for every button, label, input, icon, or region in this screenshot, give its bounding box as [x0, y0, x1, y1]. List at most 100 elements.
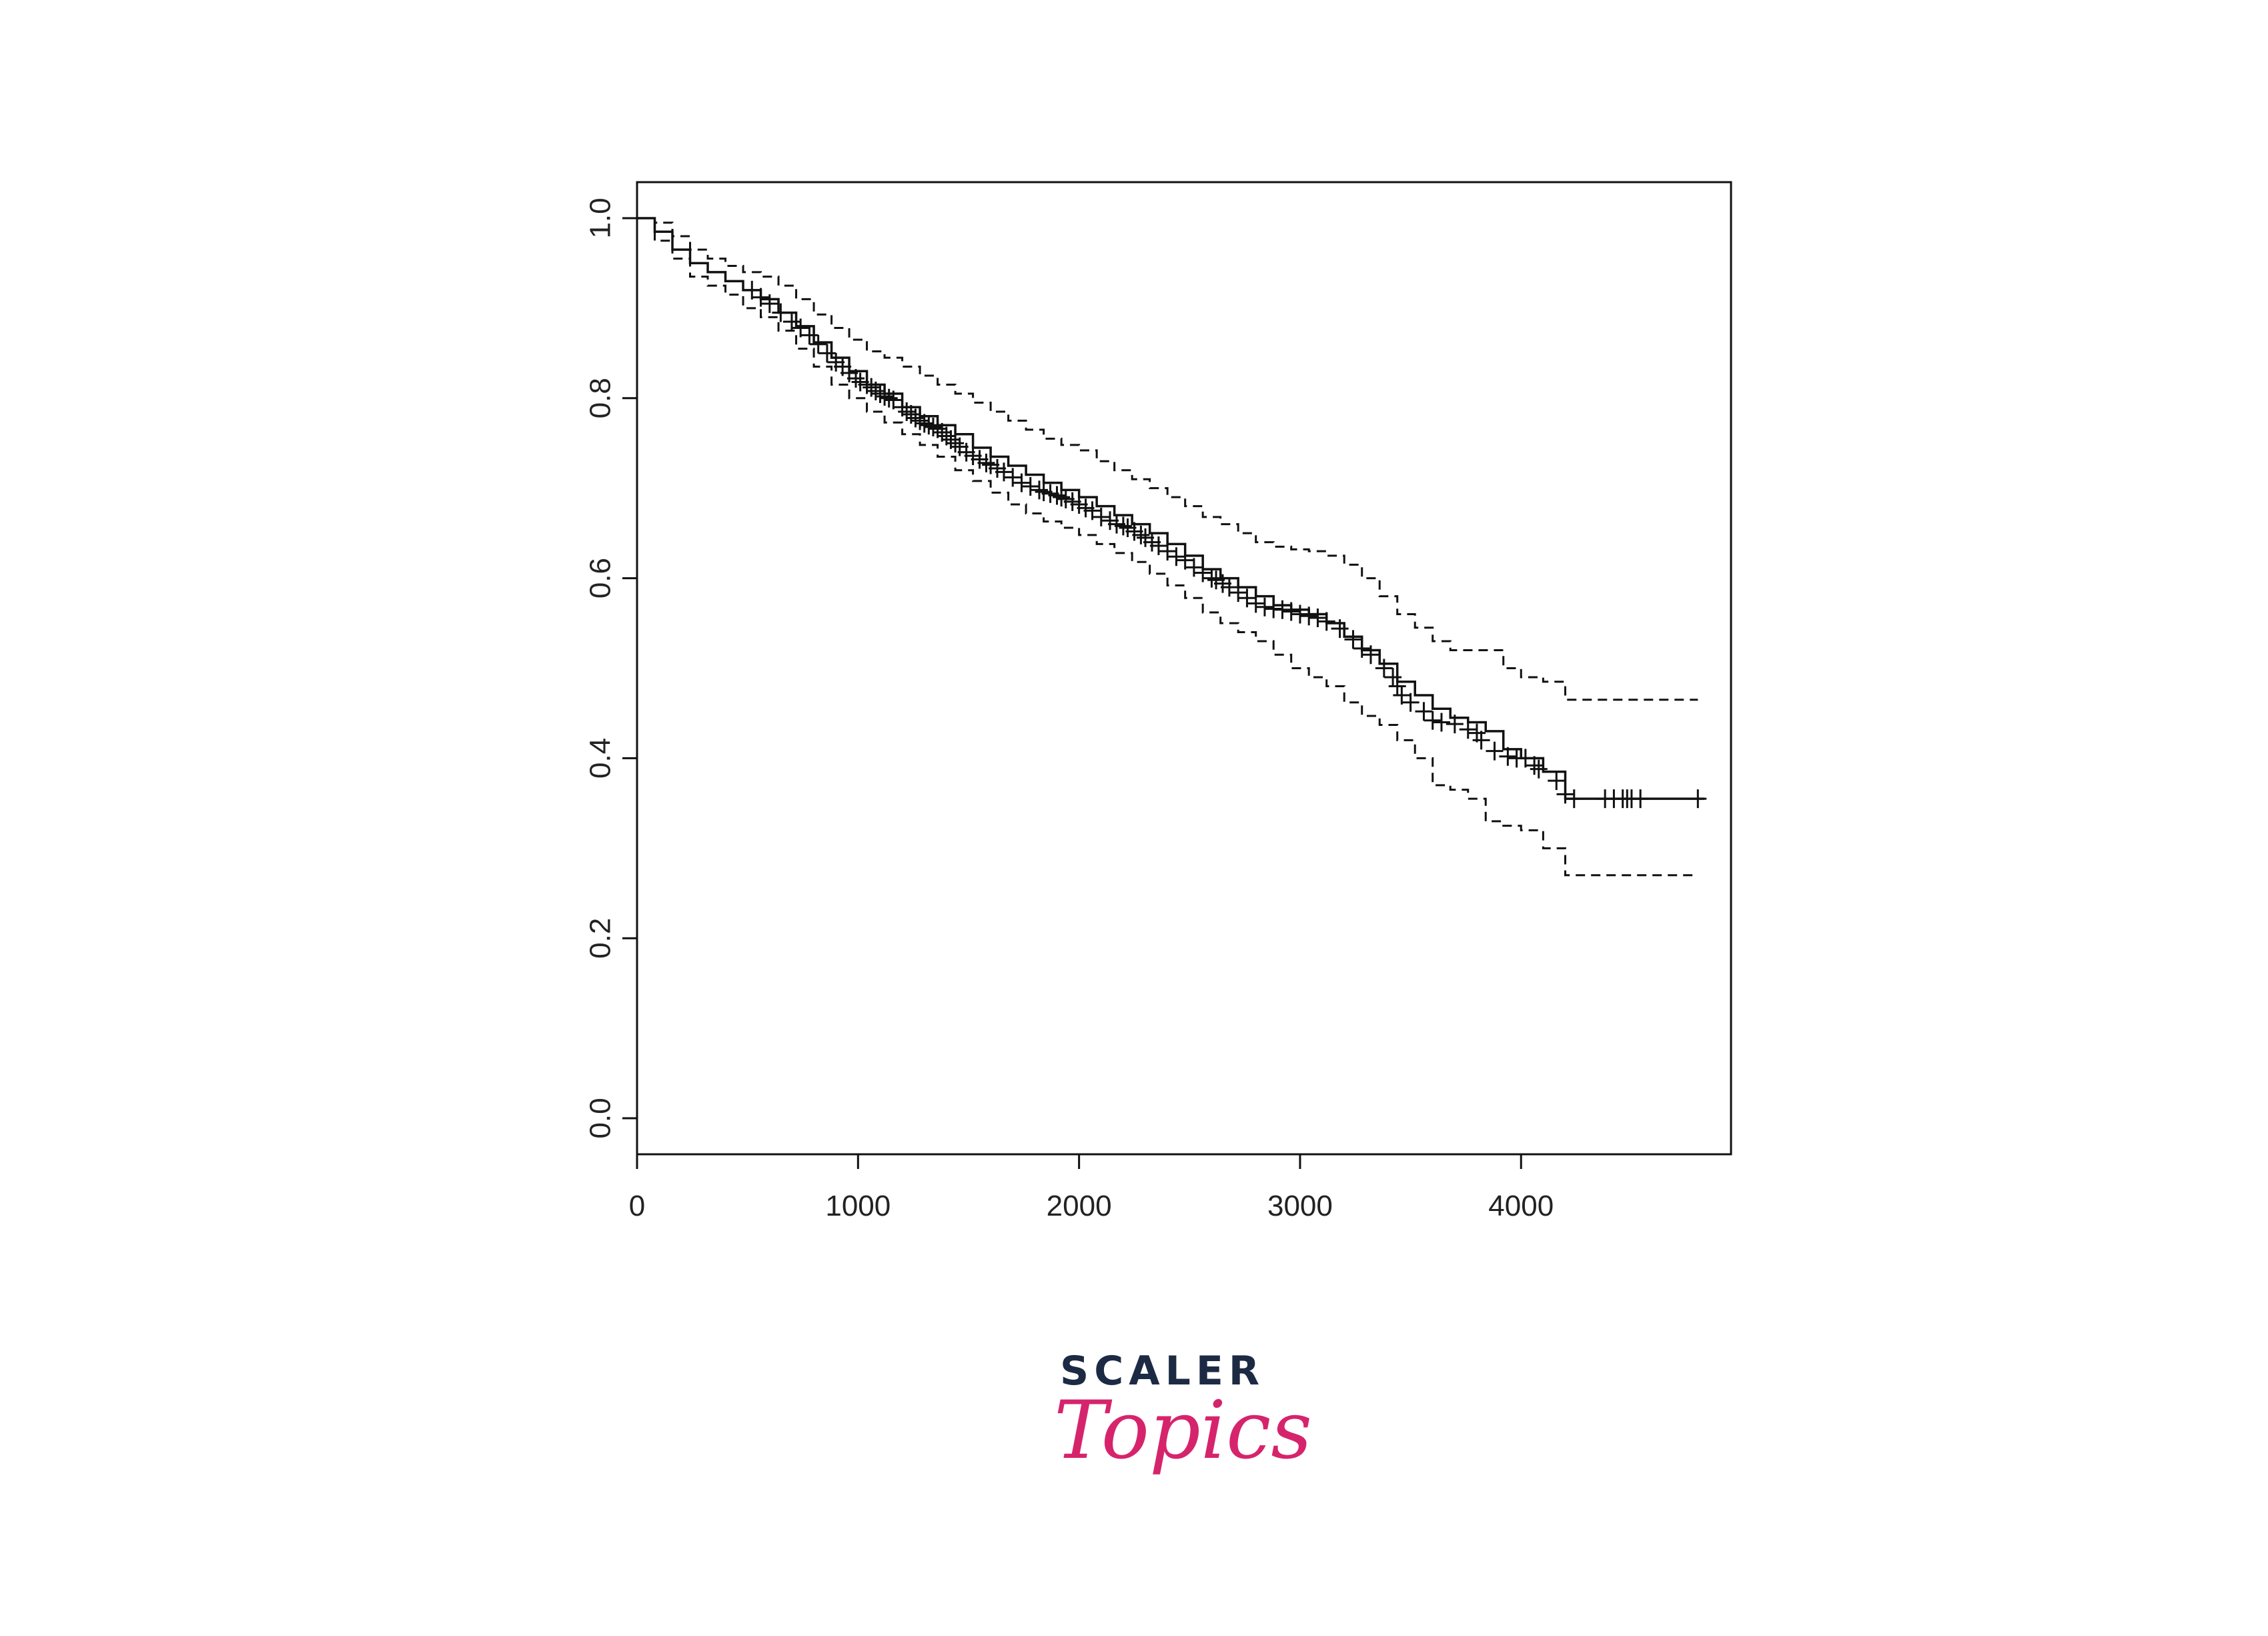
y-tick-label: 0.8: [584, 378, 617, 418]
censor-mark: [920, 416, 938, 435]
censor-mark: [1220, 578, 1238, 597]
censor-mark: [1194, 563, 1212, 582]
censor-mark: [1499, 747, 1517, 766]
censor-mark: [1149, 536, 1167, 556]
censor-mark: [1344, 630, 1362, 649]
censor-mark: [847, 369, 865, 388]
censor-mark: [743, 280, 761, 300]
censor-mark: [858, 375, 876, 394]
censor-mark: [1472, 731, 1490, 750]
censor-mark: [1092, 507, 1110, 526]
censor-mark: [893, 398, 911, 417]
censor-mark: [995, 462, 1013, 482]
censor-mark: [782, 312, 800, 332]
censor-mark: [1167, 547, 1185, 566]
censor-mark: [800, 326, 818, 345]
censor-mark: [1516, 749, 1534, 768]
censor-mark: [937, 426, 955, 446]
censor-mark: [1424, 711, 1442, 730]
censor-mark: [809, 334, 827, 354]
censor-mark: [1229, 583, 1247, 602]
censor-mark: [880, 388, 898, 408]
censor-mark: [760, 294, 778, 314]
y-tick-label: 0.2: [584, 918, 617, 959]
censor-mark: [1353, 639, 1371, 658]
censor-mark: [1632, 789, 1650, 809]
censor-mark: [792, 318, 810, 338]
x-tick-label: 2000: [1047, 1190, 1112, 1222]
censor-mark: [818, 344, 836, 363]
censor-mark: [1415, 702, 1433, 721]
y-tick-label: 0.6: [584, 558, 617, 598]
censor-mark: [1401, 693, 1420, 712]
censor-mark: [1393, 685, 1411, 705]
x-tick-label: 0: [629, 1190, 645, 1222]
censor-mark: [1203, 568, 1221, 588]
censor-mark: [1021, 476, 1039, 496]
y-tick-label: 0.4: [584, 738, 617, 779]
censor-mark: [1048, 486, 1066, 505]
series-survival-line: [637, 217, 1705, 800]
x-tick-label: 3000: [1267, 1190, 1333, 1222]
censor-mark: [1689, 789, 1707, 809]
censor-mark: [924, 417, 942, 436]
y-tick-label: 1.0: [584, 197, 617, 238]
censor-mark: [1030, 480, 1048, 500]
censor-mark: [1361, 645, 1379, 665]
censor-mark: [1459, 720, 1477, 739]
censor-mark: [911, 411, 929, 430]
censor-mark: [876, 387, 894, 406]
censor-mark: [1159, 542, 1177, 561]
censor-mark: [929, 419, 947, 438]
censor-mark: [752, 288, 770, 307]
axes-layer: 0 1000 2000 3000 4000 0.0 0.2 0.4 0.6 0.8 1.0: [584, 197, 1554, 1222]
censor-mark: [1114, 516, 1132, 536]
censor-mark: [885, 390, 903, 410]
censor-mark: [1132, 525, 1150, 544]
censor-mark: [871, 384, 889, 404]
censor-mark: [1432, 713, 1450, 732]
censor-mark: [1238, 588, 1256, 608]
series-lower-ci-line: [637, 217, 1698, 877]
censor-mark: [867, 381, 885, 400]
censor-mark: [1530, 759, 1548, 779]
censor-mark: [863, 378, 881, 397]
censor-mark: [1388, 677, 1406, 696]
censor-mark: [1486, 741, 1504, 761]
censor-mark: [1331, 619, 1349, 639]
censor-mark: [933, 423, 951, 442]
censor-mark: [1013, 473, 1031, 492]
censor-mark: [1446, 715, 1464, 734]
scaler-logo-text: SCALER: [1060, 1348, 1265, 1394]
censor-mark: [1255, 597, 1273, 617]
censor-mark: [1309, 608, 1327, 627]
censor-mark: [942, 430, 960, 449]
y-tick-label: 0.0: [584, 1098, 617, 1138]
censor-mark: [1565, 789, 1583, 809]
censor-mark: [1282, 602, 1300, 621]
censor-mark: [902, 405, 920, 424]
censor-mark: [1317, 612, 1335, 631]
censor-mark: [977, 453, 995, 472]
censor-mark: [898, 402, 916, 422]
censor-mark: [1375, 659, 1393, 678]
censor-mark: [907, 408, 925, 428]
censor-mark: [1004, 468, 1022, 487]
censor-mark: [1273, 600, 1291, 619]
censor-mark: [1300, 606, 1318, 626]
censor-mark: [1053, 488, 1071, 507]
series-upper-ci-line: [637, 217, 1698, 701]
censor-mark: [947, 434, 965, 453]
censor-mark: [1185, 558, 1203, 577]
x-tick-label: 4000: [1488, 1190, 1554, 1222]
censor-marks-layer: [743, 280, 1707, 809]
censor-mark: [1247, 594, 1265, 613]
censor-mark: [772, 303, 790, 322]
censor-mark: [1526, 756, 1544, 775]
censor-mark: [1083, 501, 1101, 520]
censor-mark: [1291, 604, 1309, 624]
censor-mark: [1176, 550, 1194, 570]
x-tick-label: 1000: [825, 1190, 891, 1222]
